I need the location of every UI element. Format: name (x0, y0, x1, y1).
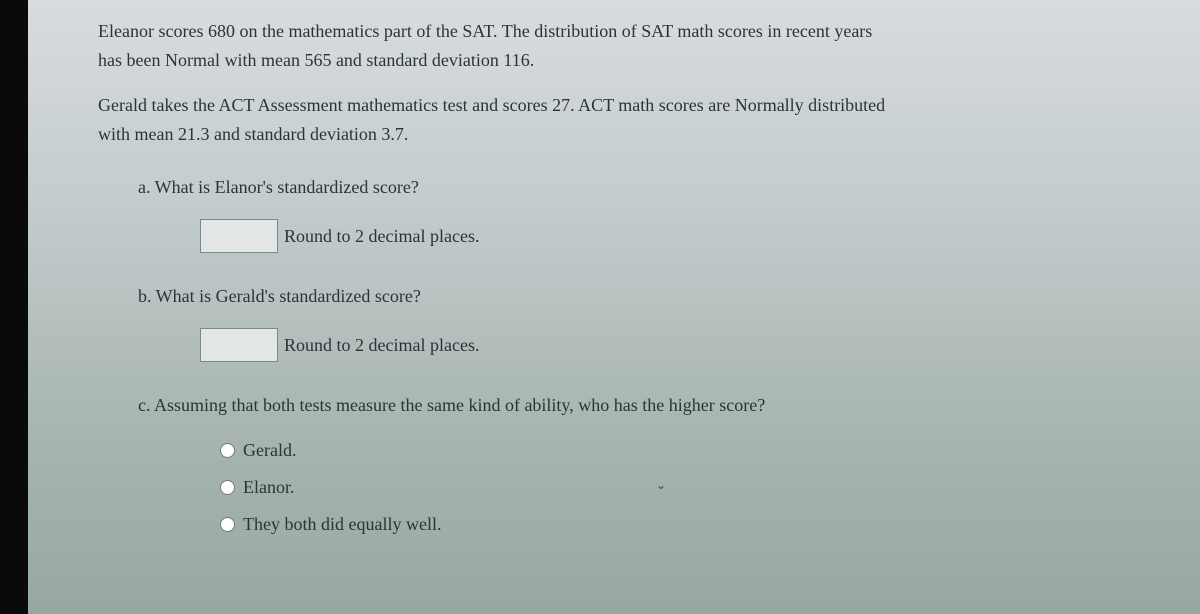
question-a-input-row: Round to 2 decimal places. (200, 219, 1160, 253)
radio-equal[interactable] (220, 517, 235, 532)
question-c-prompt: c. Assuming that both tests measure the … (138, 392, 1160, 419)
question-b-prompt: b. What is Gerald's standardized score? (138, 283, 1160, 310)
question-a-prompt: a. What is Elanor's standardized score? (138, 174, 1160, 201)
option-elanor[interactable]: Elanor. (220, 474, 1160, 501)
question-a-hint: Round to 2 decimal places. (284, 223, 479, 250)
intro-line-1: Eleanor scores 680 on the mathematics pa… (98, 18, 1160, 45)
screen-bezel-left (0, 0, 28, 614)
question-c: c. Assuming that both tests measure the … (138, 392, 1160, 538)
question-content: Eleanor scores 680 on the mathematics pa… (28, 0, 1200, 614)
caret-icon: ⌄ (656, 476, 666, 494)
option-gerald[interactable]: Gerald. (220, 437, 1160, 464)
question-a: a. What is Elanor's standardized score? … (138, 174, 1160, 253)
question-c-options: Gerald. Elanor. They both did equally we… (220, 437, 1160, 538)
intro-line-4: with mean 21.3 and standard deviation 3.… (98, 121, 1160, 148)
option-elanor-label: Elanor. (243, 474, 295, 501)
question-b-input[interactable] (200, 328, 278, 362)
intro-line-2: has been Normal with mean 565 and standa… (98, 47, 1160, 74)
option-gerald-label: Gerald. (243, 437, 296, 464)
question-a-input[interactable] (200, 219, 278, 253)
radio-gerald[interactable] (220, 443, 235, 458)
option-equal[interactable]: They both did equally well. (220, 511, 1160, 538)
question-b-hint: Round to 2 decimal places. (284, 332, 479, 359)
option-equal-label: They both did equally well. (243, 511, 441, 538)
question-b-input-row: Round to 2 decimal places. (200, 328, 1160, 362)
radio-elanor[interactable] (220, 480, 235, 495)
question-b: b. What is Gerald's standardized score? … (138, 283, 1160, 362)
intro-line-3: Gerald takes the ACT Assessment mathemat… (98, 92, 1160, 119)
